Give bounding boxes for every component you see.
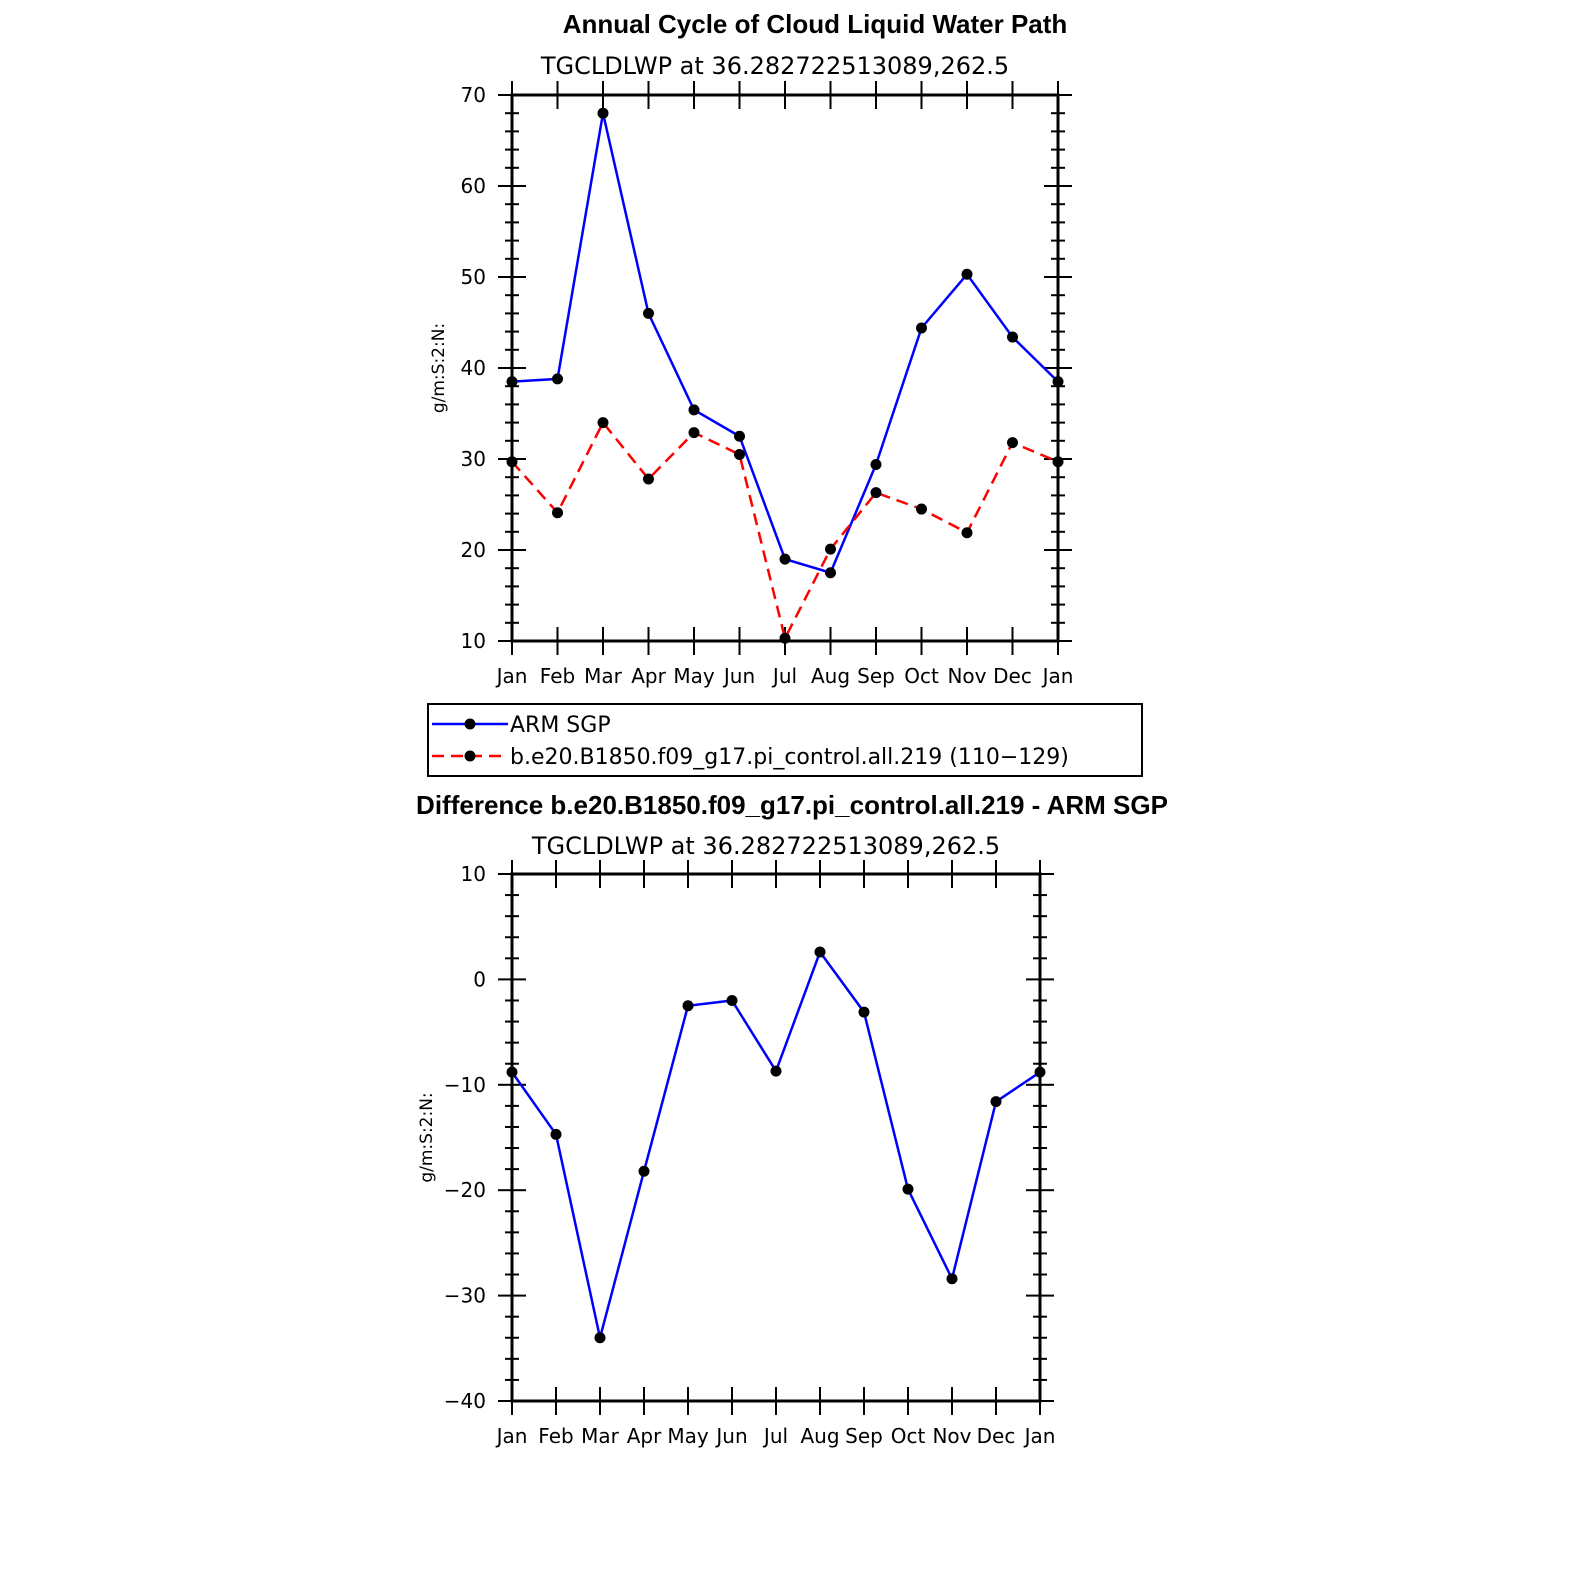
x-tick-label: Feb bbox=[540, 664, 575, 688]
data-point bbox=[688, 427, 700, 439]
data-point bbox=[597, 107, 609, 119]
x-tick-label: Jul bbox=[762, 1424, 788, 1448]
x-tick-label: Sep bbox=[857, 664, 895, 688]
data-point bbox=[1052, 456, 1064, 468]
data-point bbox=[825, 567, 836, 579]
data-point bbox=[870, 458, 882, 470]
x-tick-label: Oct bbox=[891, 1424, 926, 1448]
data-point bbox=[990, 1096, 1002, 1108]
x-tick-label: Jun bbox=[714, 1424, 747, 1448]
x-tick-label: Dec bbox=[977, 1424, 1016, 1448]
chart-subtitle: TGCLDLWP at 36.282722513089,262.5 bbox=[531, 832, 1000, 860]
data-point bbox=[726, 994, 738, 1006]
y-tick-label: 60 bbox=[461, 174, 486, 198]
x-tick-label: Apr bbox=[627, 1424, 662, 1448]
x-tick-label: Apr bbox=[631, 664, 666, 688]
data-point bbox=[916, 322, 927, 334]
data-point bbox=[688, 404, 700, 416]
y-tick-label: 10 bbox=[461, 629, 486, 653]
x-tick-label: Jan bbox=[495, 664, 528, 688]
series-line bbox=[510, 949, 1041, 1339]
data-point bbox=[961, 527, 973, 539]
data-point bbox=[946, 1273, 958, 1285]
x-tick-label: Aug bbox=[811, 664, 850, 688]
data-point bbox=[643, 307, 654, 319]
y-axis-label: g/m:S:2:N: bbox=[417, 1092, 437, 1182]
data-point bbox=[870, 487, 882, 499]
x-tick-label: Nov bbox=[947, 664, 986, 688]
x-tick-label: Jan bbox=[495, 1424, 528, 1448]
x-tick-label: Mar bbox=[581, 1424, 620, 1448]
plot-frame bbox=[510, 872, 1042, 1403]
data-point bbox=[825, 543, 836, 555]
legend-marker bbox=[464, 718, 476, 730]
y-tick-label: 0 bbox=[473, 967, 486, 991]
x-tick-label: May bbox=[673, 664, 715, 688]
data-point bbox=[902, 1183, 914, 1195]
legend-label: b.e20.B1850.f09_g17.pi_control.all.219 (… bbox=[510, 745, 1069, 770]
data-point bbox=[552, 373, 563, 385]
y-tick-label: 10 bbox=[461, 862, 486, 886]
y-tick-label: 70 bbox=[461, 83, 486, 107]
x-tick-label: Aug bbox=[800, 1424, 839, 1448]
data-point bbox=[506, 376, 518, 388]
y-tick-label: −40 bbox=[444, 1389, 486, 1413]
x-tick-label: Oct bbox=[904, 664, 939, 688]
legend-box bbox=[427, 703, 1143, 777]
chart-title: Difference b.e20.B1850.f09_g17.pi_contro… bbox=[416, 790, 1168, 820]
x-tick-label: Nov bbox=[932, 1424, 971, 1448]
x-tick-label: May bbox=[667, 1424, 709, 1448]
data-point bbox=[1034, 1066, 1046, 1078]
y-tick-label: −30 bbox=[444, 1284, 486, 1308]
legend: ARM SGP b.e20.B1850.f09_g17.pi_control.al… bbox=[427, 703, 1143, 777]
data-point bbox=[734, 448, 745, 460]
data-point bbox=[770, 1065, 782, 1077]
difference-chart: Difference b.e20.B1850.f09_g17.pi_contro… bbox=[416, 790, 1168, 1448]
data-point bbox=[1052, 376, 1064, 388]
x-tick-label: Jun bbox=[722, 664, 755, 688]
x-tick-label: Jan bbox=[1041, 664, 1074, 688]
y-tick-label: −20 bbox=[444, 1178, 486, 1202]
x-tick-label: Dec bbox=[993, 664, 1032, 688]
data-point bbox=[638, 1165, 650, 1177]
data-point bbox=[682, 1000, 694, 1012]
legend-label: ARM SGP bbox=[510, 713, 611, 738]
x-tick-label: Feb bbox=[538, 1424, 573, 1448]
data-point bbox=[858, 1006, 870, 1018]
x-tick-label: Jul bbox=[771, 664, 797, 688]
data-point bbox=[779, 632, 791, 644]
y-tick-label: 40 bbox=[461, 356, 486, 380]
data-point bbox=[506, 456, 518, 468]
data-point bbox=[594, 1332, 606, 1344]
data-point bbox=[550, 1128, 562, 1140]
data-point bbox=[506, 1066, 518, 1078]
data-point bbox=[779, 553, 791, 565]
data-point bbox=[734, 430, 745, 442]
data-point bbox=[961, 268, 973, 280]
y-tick-label: 30 bbox=[461, 447, 486, 471]
data-point bbox=[643, 473, 654, 485]
series-line bbox=[511, 420, 1059, 642]
chart-subtitle: TGCLDLWP at 36.282722513089,262.5 bbox=[540, 52, 1009, 80]
data-point bbox=[1007, 331, 1018, 343]
y-axis-label: g/m:S:2:N: bbox=[429, 323, 449, 413]
x-tick-label: Jan bbox=[1023, 1424, 1056, 1448]
x-tick-label: Sep bbox=[845, 1424, 883, 1448]
data-point bbox=[916, 503, 927, 515]
series-line bbox=[511, 112, 1059, 575]
data-point bbox=[814, 946, 826, 958]
chart-title: Annual Cycle of Cloud Liquid Water Path bbox=[563, 9, 1068, 39]
x-tick-label: Mar bbox=[584, 664, 623, 688]
data-point bbox=[1007, 437, 1018, 449]
data-point bbox=[597, 417, 609, 429]
data-point bbox=[552, 507, 563, 519]
annual-cycle-chart: Annual Cycle of Cloud Liquid Water Path T… bbox=[429, 9, 1073, 688]
y-tick-label: 20 bbox=[461, 538, 486, 562]
y-tick-label: 50 bbox=[461, 265, 486, 289]
legend-marker bbox=[464, 750, 476, 762]
y-tick-label: −10 bbox=[444, 1073, 486, 1097]
